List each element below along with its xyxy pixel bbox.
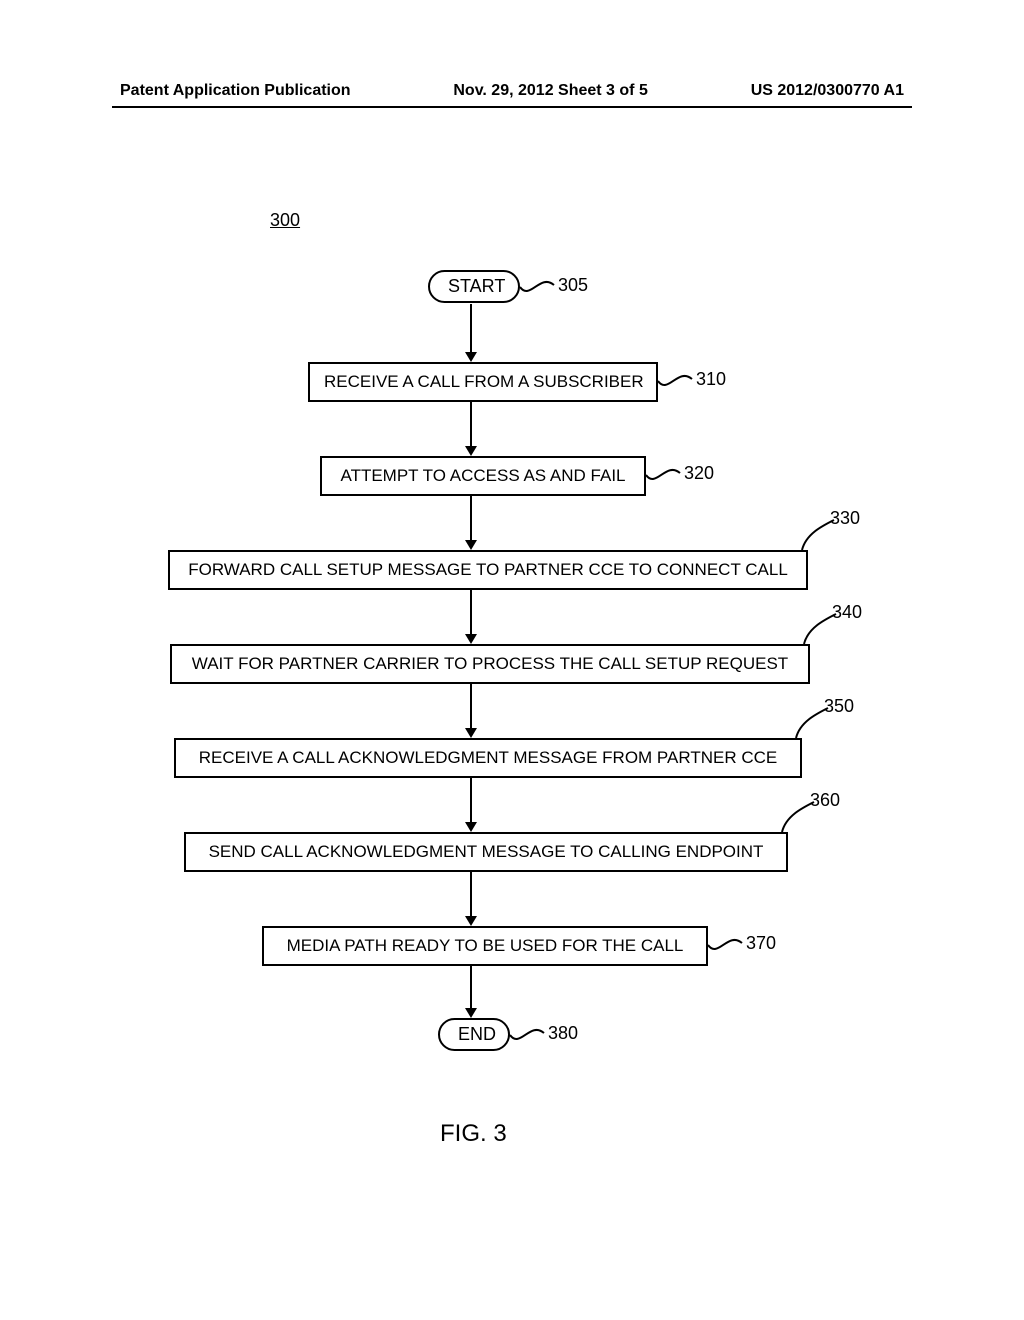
arrow-line-370-380 — [470, 964, 472, 1008]
arrow-line-360-370 — [470, 870, 472, 916]
arrow-line-310-320 — [470, 400, 472, 446]
process-box-350: RECEIVE A CALL ACKNOWLEDGMENT MESSAGE FR… — [174, 738, 802, 778]
arrow-line-350-360 — [470, 776, 472, 822]
leader-curve-380 — [508, 1019, 548, 1056]
arrow-head-360-370 — [465, 916, 477, 926]
arrow-line-330-340 — [470, 588, 472, 634]
arrow-head-370-380 — [465, 1008, 477, 1018]
leader-curve-320 — [644, 459, 684, 496]
process-box-370: MEDIA PATH READY TO BE USED FOR THE CALL — [262, 926, 708, 966]
process-box-360: SEND CALL ACKNOWLEDGMENT MESSAGE TO CALL… — [184, 832, 788, 872]
arrow-line-320-330 — [470, 494, 472, 540]
header-left: Patent Application Publication — [120, 82, 351, 100]
header-right: US 2012/0300770 A1 — [751, 82, 904, 100]
leader-curve-305 — [518, 271, 558, 308]
arrow-head-330-340 — [465, 634, 477, 644]
ref-label-330: 330 — [830, 508, 860, 529]
leader-curve-370 — [706, 929, 746, 966]
figure-caption: FIG. 3 — [440, 1120, 507, 1148]
arrow-head-320-330 — [465, 540, 477, 550]
process-box-340: WAIT FOR PARTNER CARRIER TO PROCESS THE … — [170, 644, 810, 684]
leader-curve-310 — [656, 365, 696, 402]
ref-label-360: 360 — [810, 790, 840, 811]
ref-label-340: 340 — [832, 602, 862, 623]
ref-label-305: 305 — [558, 275, 588, 296]
ref-label-370: 370 — [746, 933, 776, 954]
arrow-head-305-310 — [465, 352, 477, 362]
page-header: Patent Application Publication Nov. 29, … — [0, 82, 1024, 100]
header-rule — [112, 106, 912, 108]
ref-label-310: 310 — [696, 369, 726, 390]
terminator-305: START — [428, 270, 520, 303]
arrow-head-350-360 — [465, 822, 477, 832]
ref-label-320: 320 — [684, 463, 714, 484]
arrow-head-340-350 — [465, 728, 477, 738]
ref-label-380: 380 — [548, 1023, 578, 1044]
ref-label-350: 350 — [824, 696, 854, 717]
arrow-line-305-310 — [470, 304, 472, 352]
process-box-320: ATTEMPT TO ACCESS AS AND FAIL — [320, 456, 646, 496]
process-box-330: FORWARD CALL SETUP MESSAGE TO PARTNER CC… — [168, 550, 808, 590]
arrow-head-310-320 — [465, 446, 477, 456]
process-box-310: RECEIVE A CALL FROM A SUBSCRIBER — [308, 362, 658, 402]
header-center: Nov. 29, 2012 Sheet 3 of 5 — [453, 82, 647, 100]
figure-reference-number: 300 — [270, 210, 300, 231]
terminator-380: END — [438, 1018, 510, 1051]
arrow-line-340-350 — [470, 682, 472, 728]
